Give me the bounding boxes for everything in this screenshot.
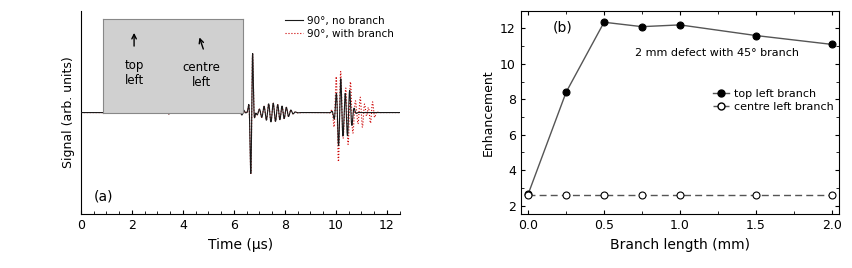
90°, no branch — [247, 52, 257, 55]
90°, no branch — [394, 111, 405, 114]
Text: (a): (a) — [94, 189, 113, 203]
90°, with branch — [92, 111, 102, 114]
90°, no branch — [264, 108, 274, 111]
90°, with branch — [329, 125, 339, 128]
Y-axis label: Signal (arb. units): Signal (arb. units) — [62, 57, 75, 168]
90°, with branch — [279, 114, 289, 117]
Text: 2 mm defect with 45° branch: 2 mm defect with 45° branch — [636, 47, 799, 58]
90°, no branch — [191, 111, 201, 114]
90°, with branch — [394, 111, 405, 114]
90°, no branch — [312, 111, 322, 114]
Line: 90°, no branch: 90°, no branch — [81, 54, 400, 173]
90°, no branch — [329, 117, 339, 121]
90°, no branch — [92, 111, 102, 114]
Legend: 90°, no branch, 90°, with branch: 90°, no branch, 90°, with branch — [285, 16, 394, 39]
X-axis label: Branch length (mm): Branch length (mm) — [610, 238, 750, 252]
Line: 90°, with branch: 90°, with branch — [81, 54, 400, 173]
X-axis label: Time (μs): Time (μs) — [208, 238, 273, 252]
90°, with branch — [76, 111, 86, 114]
90°, no branch — [76, 111, 86, 114]
90°, with branch — [264, 108, 274, 111]
90°, with branch — [247, 52, 257, 55]
Text: (b): (b) — [552, 20, 573, 34]
90°, no branch — [279, 114, 289, 117]
90°, with branch — [191, 111, 201, 114]
90°, no branch — [245, 172, 256, 175]
90°, with branch — [312, 111, 322, 114]
Legend: top left branch, centre left branch: top left branch, centre left branch — [713, 89, 833, 112]
Y-axis label: Enhancement: Enhancement — [481, 69, 494, 156]
90°, with branch — [245, 172, 256, 175]
